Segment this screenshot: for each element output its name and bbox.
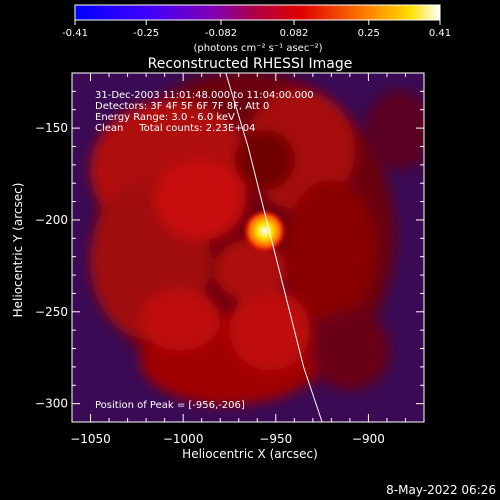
info-clean-counts: Clean Total counts: 2.23E+04 — [95, 123, 255, 134]
flare-peak — [242, 208, 287, 253]
solar-limb-line — [225, 73, 323, 422]
x-tick-label: −950 — [259, 432, 292, 446]
info-peak-position: Position of Peak = [-956,-206] — [95, 400, 245, 411]
x-axis-ticks: −1050 −1000 −950 −900 — [70, 73, 425, 446]
info-block: 31-Dec-2003 11:01:48.000 to 11:04:00.000… — [95, 90, 314, 411]
y-tick-label: −250 — [35, 305, 68, 319]
colorbar-tick-label: -0.41 — [62, 28, 88, 39]
colorbar-unit-label: (photons cm⁻² s⁻¹ asec⁻²) — [193, 43, 322, 54]
y-tick-label: −200 — [35, 213, 68, 227]
y-axis-ticks: −150 −200 −250 −300 — [35, 72, 424, 423]
y-tick-label: −300 — [35, 397, 68, 411]
x-axis-label: Heliocentric X (arcsec) — [182, 447, 318, 461]
colorbar-tick-label: -0.25 — [133, 28, 159, 39]
y-axis-label: Heliocentric Y (arcsec) — [11, 183, 25, 318]
info-energy-range: Energy Range: 3.0 - 6.0 keV — [95, 112, 235, 123]
colorbar-tick-label: -0.082 — [205, 28, 237, 39]
colorbar: -0.41 -0.25 -0.082 0.082 0.25 0.41 (photons c… — [62, 4, 451, 54]
colorbar-tick-label: 0.41 — [429, 28, 451, 39]
x-tick-label: −1000 — [163, 432, 204, 446]
info-time-range: 31-Dec-2003 11:01:48.000 to 11:04:00.000 — [95, 90, 314, 101]
colorbar-ticks: -0.41 -0.25 -0.082 0.082 0.25 0.41 — [62, 20, 451, 39]
plot-area: 31-Dec-2003 11:01:48.000 to 11:04:00.000… — [35, 72, 425, 446]
x-tick-label: −900 — [352, 432, 385, 446]
colorbar-tick-label: 0.25 — [358, 28, 380, 39]
chart-title: Reconstructed RHESSI Image — [148, 56, 353, 72]
y-tick-label: −150 — [35, 121, 68, 135]
heatmap-image — [72, 73, 424, 422]
plot-frame — [71, 72, 425, 423]
colorbar-tick-label: 0.082 — [280, 28, 309, 39]
info-detectors: Detectors: 3F 4F 5F 6F 7F 8F, Att 0 — [95, 101, 269, 112]
colorbar-gradient — [74, 4, 441, 21]
x-tick-label: −1050 — [70, 432, 111, 446]
footer-date: 8-May-2022 06:26 — [386, 483, 496, 497]
